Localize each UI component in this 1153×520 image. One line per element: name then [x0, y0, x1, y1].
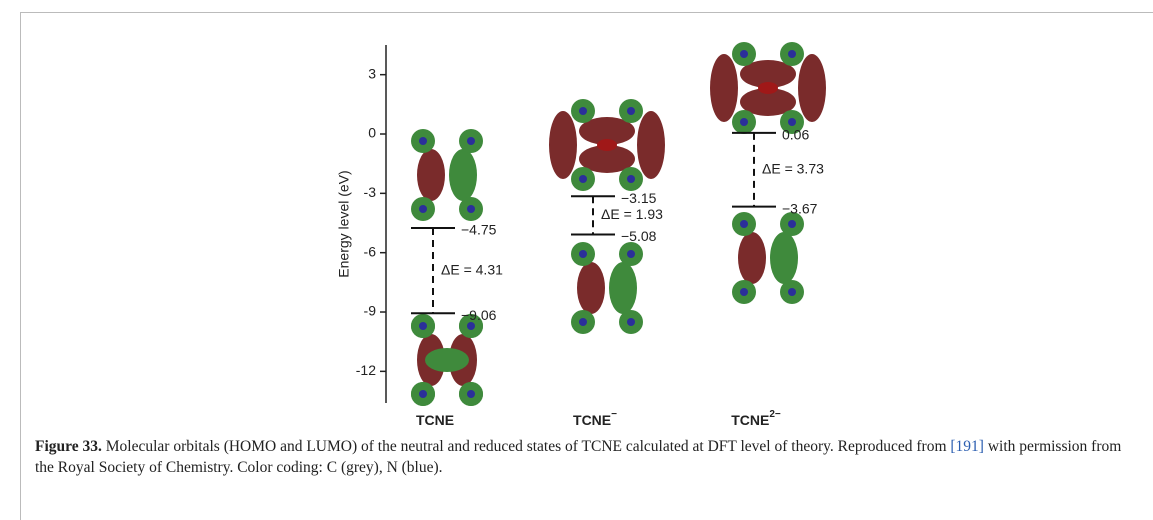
gap-label: ΔE = 1.93 [601, 206, 663, 222]
lobe [609, 262, 637, 314]
lobe [758, 82, 778, 94]
atom [467, 205, 475, 213]
level-label: −3.67 [782, 200, 818, 216]
atom [579, 318, 587, 326]
category-label: TCNE [416, 412, 454, 428]
level-label: 0.06 [782, 127, 809, 143]
level-label: −4.75 [461, 222, 497, 238]
reference-link[interactable]: [191] [950, 438, 984, 455]
orbital-picture [411, 129, 483, 221]
y-tick-label: -12 [356, 362, 376, 378]
gap-label: ΔE = 3.73 [762, 160, 824, 176]
atom [627, 250, 635, 258]
atom [627, 175, 635, 183]
atom [740, 220, 748, 228]
caption: Figure 33. Molecular orbitals (HOMO and … [35, 436, 1135, 478]
level-label: −3.15 [621, 190, 657, 206]
lobe [417, 149, 445, 201]
gap-label: ΔE = 4.31 [441, 261, 503, 277]
lobe [637, 111, 665, 179]
atom [579, 250, 587, 258]
figure-frame [20, 12, 1153, 520]
atom [419, 137, 427, 145]
lobe [425, 348, 469, 372]
atom [788, 118, 796, 126]
lobe [740, 60, 796, 88]
atom [740, 288, 748, 296]
lobe [577, 262, 605, 314]
lobe [738, 232, 766, 284]
atom [627, 107, 635, 115]
atom [627, 318, 635, 326]
orbital-picture [411, 314, 483, 406]
orbital-picture [732, 212, 804, 304]
y-tick-label: 3 [368, 65, 376, 81]
y-tick-label: -3 [364, 184, 377, 200]
orbital-picture [549, 99, 665, 191]
caption-text: Molecular orbitals (HOMO and LUMO) of th… [105, 438, 947, 455]
lobe [549, 111, 577, 179]
atom [419, 390, 427, 398]
atom [467, 137, 475, 145]
category-label: TCNE2− [731, 409, 781, 428]
lobe [579, 117, 635, 145]
atom [579, 175, 587, 183]
atom [467, 322, 475, 330]
lobe [579, 145, 635, 173]
atom [740, 118, 748, 126]
lobe [798, 54, 826, 122]
atom [419, 322, 427, 330]
caption-label: Figure 33. [35, 438, 102, 455]
category-name: TCNE [731, 412, 769, 428]
category-superscript: 2− [769, 409, 781, 420]
atom [419, 205, 427, 213]
y-tick-label: -9 [364, 303, 377, 319]
category-superscript: − [611, 409, 617, 420]
orbital-picture [571, 242, 643, 334]
atom [579, 107, 587, 115]
lobe [449, 149, 477, 201]
atom [467, 390, 475, 398]
y-tick-label: -6 [364, 243, 377, 259]
category-label: TCNE− [573, 409, 617, 428]
level-label: −9.06 [461, 307, 497, 323]
lobe [740, 88, 796, 116]
lobe [710, 54, 738, 122]
y-axis-label: Energy level (eV) [336, 170, 352, 277]
level-label: −5.08 [621, 228, 657, 244]
atom [788, 220, 796, 228]
atom [740, 50, 748, 58]
caption-text: with permission from the Royal Society o… [35, 438, 1122, 476]
category-name: TCNE [573, 412, 611, 428]
orbital-picture [710, 42, 826, 134]
chart: 3 0 -3 -6 -9 -12 Energy level (eV) −4.75 −9.06 ΔE… [336, 42, 826, 428]
lobe [770, 232, 798, 284]
atom [788, 288, 796, 296]
y-tick-label: 0 [368, 125, 376, 141]
lobe [597, 139, 617, 151]
atom [788, 50, 796, 58]
category-name: TCNE [416, 412, 454, 428]
